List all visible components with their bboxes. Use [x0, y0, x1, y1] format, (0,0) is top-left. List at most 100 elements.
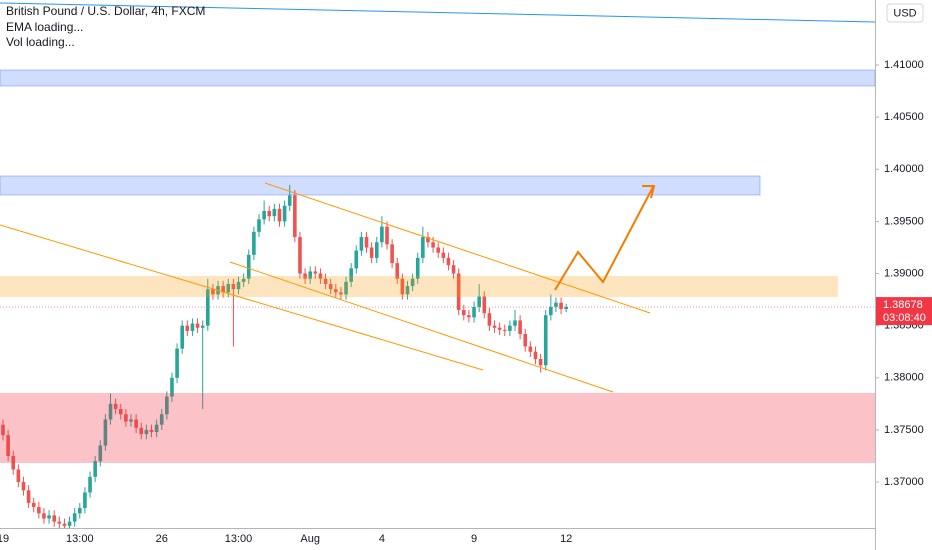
drawings [0, 2, 875, 463]
y-tick-label: 1.37500 [884, 424, 924, 436]
candle-body [334, 289, 338, 293]
candle-body [88, 476, 92, 493]
x-tick-label: 13:00 [225, 533, 253, 545]
candle-body [272, 208, 277, 217]
candle-body [549, 306, 553, 316]
candle-body [487, 313, 492, 326]
candle-body [226, 283, 231, 293]
candle-body [195, 323, 200, 328]
candle-body [364, 237, 369, 248]
candle-body [410, 278, 415, 287]
candle-body [533, 351, 538, 360]
candle-body [287, 195, 292, 206]
candle-body [472, 306, 476, 318]
candle-body [16, 469, 21, 483]
target-zone [0, 175, 761, 196]
candle-body [154, 424, 159, 432]
candle-body [559, 302, 563, 309]
candle-body [339, 292, 343, 295]
candle-body [380, 226, 384, 243]
channel-bottom [229, 261, 614, 393]
candle-body [21, 482, 26, 491]
candle-body [538, 359, 543, 366]
indicator: Vol loading... [6, 35, 75, 49]
y-tick-label: 1.38000 [884, 372, 924, 384]
candle-body [62, 523, 67, 526]
candle-body [170, 377, 174, 397]
demand-zone [0, 393, 875, 463]
candle-body [11, 455, 16, 470]
x-tick-label: 12 [560, 533, 572, 545]
last-price-box [876, 297, 932, 326]
candle-body [108, 403, 113, 420]
candle-body [52, 515, 56, 522]
axes: 1.410001.405001.400001.395001.390001.385… [0, 59, 932, 545]
x-tick-label: 26 [156, 533, 168, 545]
y-tick-label: 1.41000 [884, 59, 924, 71]
trend-line [0, 224, 484, 371]
candle-body [323, 278, 328, 284]
candle-body [139, 427, 144, 435]
candle-body [118, 409, 123, 415]
candle-body [390, 244, 394, 264]
candle-body [42, 513, 46, 519]
candle-body [129, 419, 133, 422]
supply-zone [0, 69, 875, 87]
candle-body [456, 273, 461, 311]
candle-body [467, 315, 471, 318]
candle-body [72, 513, 77, 522]
candle-body [328, 283, 333, 290]
indicator: EMA loading... [6, 20, 83, 34]
candle-body [37, 507, 41, 514]
candle-body [564, 306, 568, 309]
countdown: 03:08:40 [883, 312, 926, 324]
candle-body [400, 278, 405, 295]
candle-body [149, 429, 154, 432]
trend-line [0, 2, 875, 23]
candle-body [200, 325, 205, 328]
time-axis [0, 528, 875, 550]
candle-body [543, 315, 548, 366]
candle-body [47, 515, 51, 519]
candle-body [313, 271, 318, 274]
candle-body [83, 492, 87, 509]
currency-box[interactable] [886, 3, 924, 23]
candle-body [267, 210, 272, 217]
candle-body [221, 286, 225, 293]
y-tick-label: 1.37000 [884, 476, 924, 488]
candle-body [78, 508, 82, 514]
candle-body [477, 296, 481, 307]
candle-body [190, 323, 195, 331]
candle-body [103, 419, 108, 446]
candle-body [159, 414, 164, 425]
candle-body [175, 348, 179, 378]
last-price-label: 1.38678 [883, 299, 923, 311]
candle-body [431, 242, 435, 248]
candle-body [354, 250, 359, 269]
chart-title: British Pound / U.S. Dollar, 4h, FXCM [6, 4, 205, 18]
candle-body [293, 195, 297, 238]
candle-body [446, 257, 451, 266]
candle-body [185, 325, 190, 331]
candle-body [93, 461, 97, 477]
candle-body [211, 289, 215, 295]
candle-body [513, 320, 517, 326]
candle-body [67, 521, 72, 526]
candle-body [57, 521, 62, 524]
candle-body [451, 265, 456, 274]
candle-body [98, 445, 103, 462]
candle-body [134, 419, 138, 428]
candle-body [369, 247, 374, 258]
candle-body [426, 237, 430, 243]
candle-body [303, 273, 307, 279]
candle-body [282, 205, 287, 222]
candle-body [492, 325, 497, 328]
y-tick-label: 1.40500 [884, 111, 924, 123]
y-tick-label: 1.39500 [884, 215, 924, 227]
currency: USD [893, 7, 916, 19]
candle-body [482, 296, 487, 314]
candle-body [144, 429, 149, 435]
channel-top [264, 182, 651, 314]
